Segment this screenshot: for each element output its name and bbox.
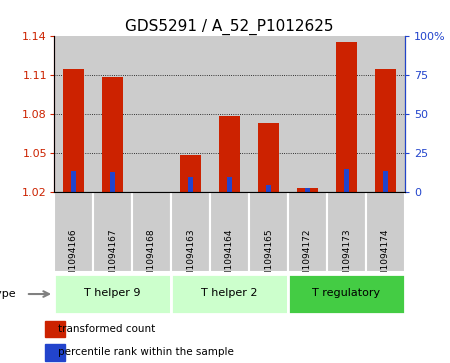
Bar: [366, 36, 405, 192]
Bar: [305, 188, 310, 192]
Text: GSM1094174: GSM1094174: [381, 228, 390, 289]
Bar: [93, 36, 132, 192]
Bar: [327, 192, 366, 272]
Bar: [210, 192, 249, 272]
Title: GDS5291 / A_52_P1012625: GDS5291 / A_52_P1012625: [125, 19, 334, 35]
Bar: [344, 169, 350, 192]
Text: percentile rank within the sample: percentile rank within the sample: [58, 347, 234, 358]
Text: GSM1094168: GSM1094168: [147, 228, 156, 289]
Bar: [258, 123, 279, 192]
Bar: [45, 344, 65, 361]
Bar: [93, 192, 132, 272]
Text: GSM1094172: GSM1094172: [303, 228, 312, 289]
Text: T helper 9: T helper 9: [84, 288, 141, 298]
Text: GSM1094164: GSM1094164: [225, 228, 234, 289]
Bar: [102, 77, 123, 192]
Bar: [336, 41, 357, 192]
Bar: [226, 177, 233, 192]
Bar: [110, 172, 115, 192]
Bar: [171, 274, 288, 314]
Bar: [219, 116, 240, 192]
Bar: [54, 36, 93, 192]
Text: GSM1094165: GSM1094165: [264, 228, 273, 289]
Bar: [188, 177, 194, 192]
Text: GSM1094166: GSM1094166: [69, 228, 78, 289]
Bar: [288, 274, 405, 314]
Text: transformed count: transformed count: [58, 324, 156, 334]
Bar: [71, 171, 77, 192]
Bar: [63, 69, 84, 192]
Bar: [249, 36, 288, 192]
Text: GSM1094173: GSM1094173: [342, 228, 351, 289]
Text: GSM1094163: GSM1094163: [186, 228, 195, 289]
Bar: [132, 192, 171, 272]
Text: T regulatory: T regulatory: [312, 288, 381, 298]
Text: cell type: cell type: [0, 289, 15, 299]
Bar: [366, 192, 405, 272]
Bar: [45, 321, 65, 337]
Bar: [297, 188, 318, 192]
Bar: [249, 192, 288, 272]
Bar: [382, 171, 388, 192]
Bar: [288, 36, 327, 192]
Bar: [375, 69, 396, 192]
Bar: [54, 274, 171, 314]
Bar: [288, 192, 327, 272]
Bar: [54, 192, 93, 272]
Bar: [266, 185, 271, 192]
Bar: [171, 192, 210, 272]
Bar: [327, 36, 366, 192]
Text: GSM1094167: GSM1094167: [108, 228, 117, 289]
Bar: [171, 36, 210, 192]
Bar: [132, 36, 171, 192]
Bar: [180, 155, 201, 192]
Bar: [210, 36, 249, 192]
Text: T helper 2: T helper 2: [201, 288, 258, 298]
